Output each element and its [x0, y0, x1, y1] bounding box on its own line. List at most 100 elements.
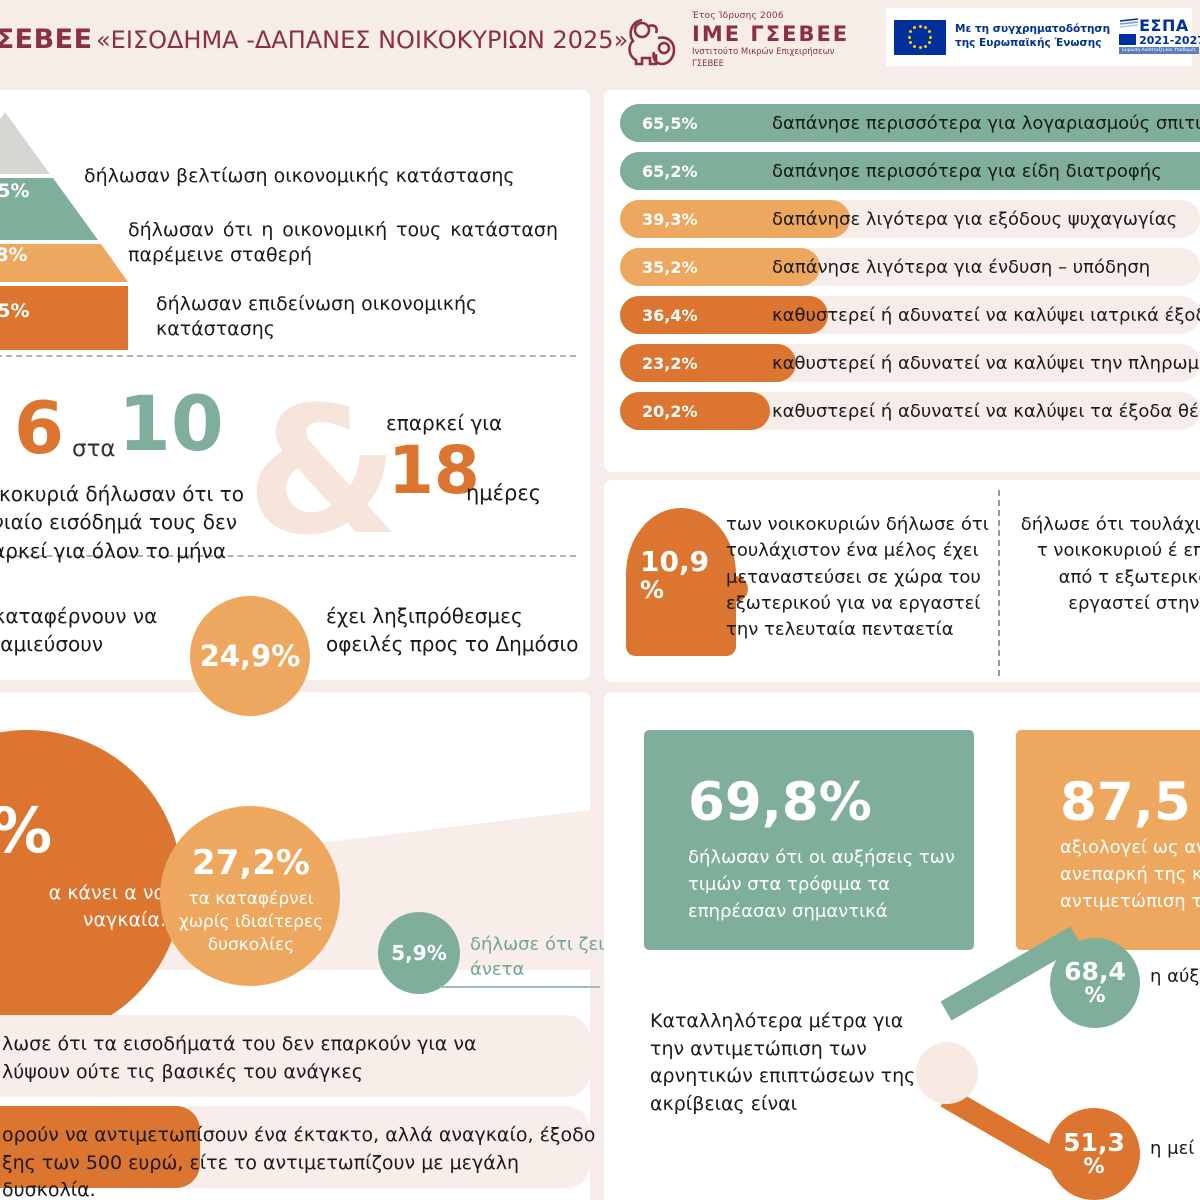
header-brand: ΓΣΕΒΕΕ: [0, 24, 93, 55]
pyramid-label-improved: δήλωσαν βελτίωση οικονομικής κατάστασης: [84, 165, 515, 187]
days-intro-label: επαρκεί για: [386, 411, 503, 435]
eu-star-icon: [908, 35, 911, 39]
migration-divider: [998, 490, 1000, 676]
espa-cofunding-banner: Με τη συγχρηματοδότηση της Ευρωπαϊκής Έν…: [886, 8, 1200, 66]
ime-gsevee-logo-icon: [628, 18, 676, 66]
eu-star-icon: [923, 44, 927, 48]
measures-hub-node: [916, 1042, 978, 1104]
head-silhouette-icon: [626, 508, 736, 656]
bar-value-label: 23,2%: [642, 354, 698, 373]
food-prices-box: 69,8% δήλωσαν ότι οι αυξήσεις των τιμών …: [644, 730, 974, 950]
eu-star-icon: [927, 40, 931, 44]
header-left: ΓΣΕΒΕΕ «ΕΙΣΟΔΗΜΑ -ΔΑΠΑΝΕΣ ΝΟΙΚΟΚΥΡΙΩΝ 20…: [0, 0, 628, 82]
living-comfort-pct: 5,9%: [391, 941, 447, 965]
espa-word: ΕΣΠΑ: [1139, 16, 1189, 35]
overdue-debt-circle: 24,9%: [190, 596, 310, 716]
measure-node-increase: 68,4 %: [1050, 938, 1140, 1028]
pyramid-pct-stable: ,8%: [0, 244, 28, 266]
measure-node-reduction-text: η μεί και τ: [1150, 1138, 1200, 1159]
ime-text-block: Έτος Ίδρυσης 2006 ΙΜΕ ΓΣΕΒΕΕ Ινστιτούτο …: [692, 11, 849, 70]
savings-left-text: ν καταφέρνουν να οταμιεύσουν: [0, 604, 158, 656]
migration-return-text: δήλωσε ότι τουλάχι ένα μέλος τ νοικοκυρι…: [1020, 514, 1200, 614]
days-value: 18: [388, 432, 480, 509]
bar-fill: [620, 296, 828, 334]
statement-pill-1-text: λωσε ότι τα εισοδήματά του δεν επαρκούν …: [2, 1033, 477, 1083]
bar-row: 20,2% καθυστερεί ή αδυνατεί να καλύψει τα…: [620, 392, 1200, 430]
statement-pill-2-accent: [0, 1106, 200, 1188]
espa-cofunding-line-1: Με τη συγχρηματοδότηση: [955, 23, 1111, 36]
espa-footer: Ευρώπη Ανάπτυξη και Υποδομές: [1119, 47, 1200, 54]
bar-fill: [620, 200, 850, 238]
eu-star-icon: [913, 26, 917, 30]
bar-row: 23,2% καθυστερεί ή αδυνατεί να καλύψει τη…: [620, 344, 1200, 382]
living-manage-pct: 27,2%: [192, 843, 310, 883]
living-comfort-text: δήλωσε ότι ζει άνετα: [470, 934, 605, 981]
measure-node-increase-symbol: %: [1084, 982, 1106, 1007]
espa-cofunding-line-2: της Ευρωπαϊκής Ένωσης: [955, 37, 1102, 49]
bar-value-label: 35,2%: [642, 258, 698, 277]
ime-subtitle-2: ΓΣΕΒΕΕ: [692, 59, 725, 70]
page-title: «ΕΙΣΟΔΗΜΑ -ΔΑΠΑΝΕΣ ΝΟΙΚΟΚΥΡΙΩΝ 2025»: [96, 26, 629, 54]
ime-name: ΙΜΕ ΓΣΕΒΕΕ: [692, 22, 850, 46]
eu-star-icon: [929, 35, 932, 39]
bar-fill: [620, 344, 796, 382]
ratio-numerator: 6: [14, 386, 65, 470]
pyramid-pct-worsened: ,5%: [0, 300, 30, 322]
living-hardship-pct: %: [0, 800, 52, 862]
eu-flag-icon: [894, 19, 946, 55]
espa-cofunding-text: Με τη συγχρηματοδότηση της Ευρωπαϊκής Έν…: [955, 23, 1110, 51]
bar-row: 65,2% δαπάνησε περισσότερα για είδη διατρ…: [620, 152, 1200, 190]
pyramid-chart: [0, 112, 128, 350]
food-prices-text: δήλωσαν ότι οι αυξήσεις των τιμών στα τρ…: [688, 847, 955, 922]
pyramid-pct-improved: ,5%: [0, 180, 30, 202]
divider-dashed-1: [0, 355, 576, 357]
pyramid-label-worsened: δήλωσαν επιδείνωση οικονομικής κατάσταση…: [156, 293, 478, 340]
eu-star-icon: [909, 30, 913, 34]
eu-star-icon: [923, 26, 927, 30]
panel-economic-situation: [0, 90, 590, 680]
bar-category-label: δαπάνησε λιγότερα για εξόδους ψυχαγωγίας: [772, 209, 1178, 230]
overdue-debt-text: έχει ληξιπρόθεσμες οφειλές προς το Δημόσ…: [326, 604, 579, 656]
statement-pill-2-text: ορούν να αντιμετωπίσουν ένα έκτακτο, αλλ…: [2, 1124, 596, 1200]
eu-star-icon: [913, 44, 917, 48]
measure-node-reduction-number: 51,3: [1063, 1127, 1125, 1157]
ime-established: Έτος Ίδρυσης 2006: [692, 11, 784, 21]
bar-fill: [620, 152, 1200, 190]
ratio-denominator: 10: [118, 379, 224, 468]
government-measures-pct: 87,5: [1060, 772, 1191, 833]
bar-fill: [620, 248, 820, 286]
measure-node-increase-number: 68,4: [1064, 956, 1126, 986]
espa-years: 2021-2027: [1139, 34, 1200, 47]
government-measures-box: 87,5 αξιολογεί ως ανεπ μάλλον ανεπαρκή τ…: [1016, 730, 1200, 950]
bar-fill: [620, 392, 770, 430]
bar-row: 35,2% δαπάνησε λιγότερα για ένδυση – υπόδ…: [620, 248, 1200, 286]
pyramid-label-stable: δήλωσαν ότι η οικονομική τους κατάσταση …: [128, 219, 558, 266]
bar-category-label: καθυστερεί ή αδυνατεί να καλύψει τα έξοδ…: [772, 401, 1200, 422]
migration-pct-number: 10,9: [640, 545, 710, 578]
comfort-underline: [440, 986, 600, 988]
measure-node-reduction-symbol: %: [1083, 1153, 1105, 1178]
head-nose-icon: [722, 576, 748, 602]
eu-star-icon: [909, 40, 913, 44]
bar-value-label: 39,3%: [642, 210, 698, 229]
bar-value-label: 20,2%: [642, 402, 698, 421]
divider-dashed-2: [0, 555, 576, 557]
espa-logo-mark: ΕΣΠΑ 2021-2027 Ευρώπη Ανάπτυξη και Υποδο…: [1119, 16, 1200, 58]
migration-pct-symbol: %: [640, 576, 665, 604]
bar-row: 36,4% καθυστερεί ή αδυνατεί να καλύψει ια…: [620, 296, 1200, 334]
ratio-description: οικοκυριά δήλωσαν ότι το ηνιαίο εισόδημά…: [0, 482, 244, 563]
espa-swoosh-icon: [1119, 18, 1139, 28]
bar-row: 65,5% δαπάνησε περισσότερα για λογαριασμο…: [620, 104, 1200, 142]
government-measures-text: αξιολογεί ως ανεπ μάλλον ανεπαρκή της κυ…: [1060, 837, 1200, 912]
living-manage-circle: [160, 806, 340, 986]
eu-star-icon: [927, 30, 931, 34]
espa-square-icon: [1119, 34, 1137, 45]
food-prices-pct: 69,8%: [688, 772, 872, 833]
living-hardship-text: α κάνει α να ναγκαία.: [48, 882, 166, 931]
bar-category-label: δαπάνησε περισσότερα για είδη διατροφής: [772, 161, 1162, 182]
ratio-sta-label: στα: [72, 436, 116, 462]
bar-category-label: δαπάνησε περισσότερα για λογαριασμούς σπ…: [772, 113, 1200, 134]
days-unit-label: ημέρες: [466, 481, 542, 505]
bar-value-label: 65,2%: [642, 162, 698, 181]
